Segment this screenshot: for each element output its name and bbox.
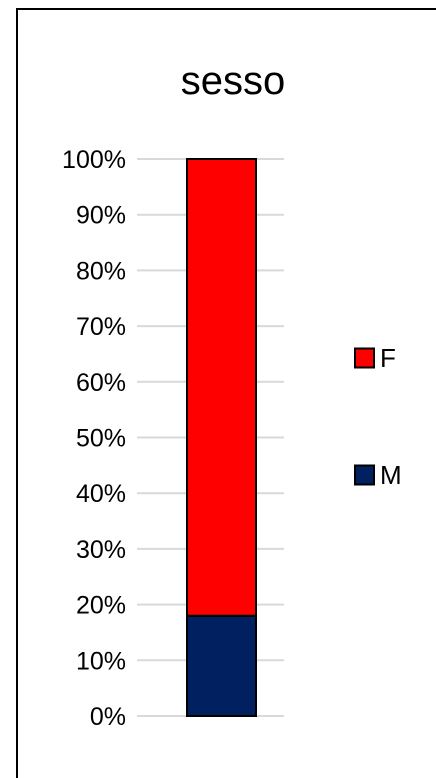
y-tick-label: 100%: [62, 146, 126, 174]
legend-label-f: F: [380, 343, 396, 373]
y-tick-label: 90%: [76, 202, 126, 230]
legend-swatch-m: [354, 464, 375, 486]
y-tick-label: 30%: [76, 536, 126, 564]
bars: [186, 158, 257, 717]
y-tick-label: 80%: [76, 257, 126, 285]
y-tick-label: 40%: [76, 480, 126, 508]
y-tick-label: 10%: [76, 647, 126, 675]
y-tick-label: 0%: [90, 703, 126, 731]
y-tick-label: 20%: [76, 592, 126, 620]
y-axis: 0% 10% 20% 30% 40% 50% 60% 70% 80% 90% 100%: [62, 146, 126, 731]
y-tick-label: 70%: [76, 313, 126, 341]
legend-label-m: M: [380, 460, 402, 490]
y-tick-label: 50%: [76, 425, 126, 453]
legend-swatch-f: [354, 347, 375, 369]
chart-title: sesso: [181, 59, 286, 103]
legend: FM: [354, 343, 402, 490]
bar-segment-f: [186, 158, 257, 617]
stacked-bar-chart: sesso 0%10%20%30%40%50%60%70%80%90%100% …: [62, 59, 402, 731]
bar-segment-m: [186, 614, 257, 717]
y-tick-label: 60%: [76, 369, 126, 397]
